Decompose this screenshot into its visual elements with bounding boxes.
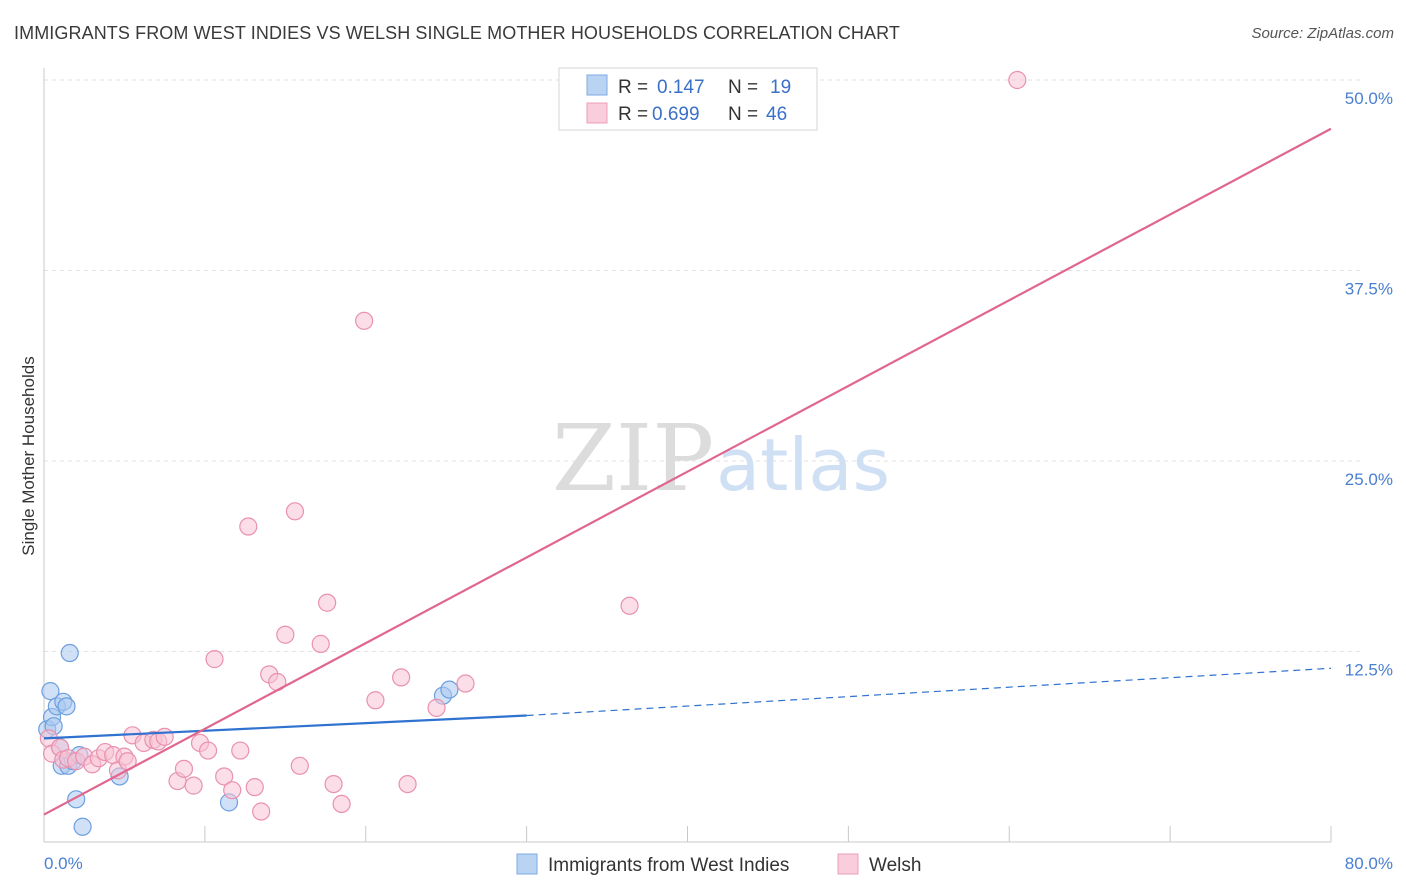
bottom-legend-label-welsh: Welsh <box>869 855 921 876</box>
welsh-point-40 <box>355 311 374 330</box>
gridlines <box>44 79 1361 652</box>
welsh-point-33 <box>276 625 295 644</box>
welsh-point-27 <box>231 741 250 760</box>
west-indies-point-18 <box>440 680 459 699</box>
bottom-legend-swatch-welsh <box>837 853 859 875</box>
legend-n-label-2: N = <box>728 104 758 125</box>
legend-r-value-2: 0.699 <box>652 104 700 125</box>
west-indies-point-8 <box>57 697 76 716</box>
west-indies-point-14 <box>73 817 92 836</box>
legend: R = 0.147 N = 19 R = 0.699 N = 46 <box>558 67 818 131</box>
welsh-point-34 <box>285 502 305 521</box>
y-tick-labels: 12.5% 25.0% 37.5% 50.0% <box>1345 89 1393 680</box>
west-indies-trend-line <box>43 714 527 740</box>
legend-n-label-1: N = <box>728 77 758 98</box>
y-tick-label-1: 25.0% <box>1345 470 1393 489</box>
bottom-legend-swatch-west-indies <box>516 853 538 875</box>
legend-n-value-1: 19 <box>770 77 791 98</box>
welsh-point-23 <box>198 741 218 760</box>
watermark-atlas: atlas <box>716 423 890 507</box>
welsh-point-18 <box>155 727 174 746</box>
legend-r-label-1: R = <box>618 77 648 98</box>
y-tick-label-0: 12.5% <box>1345 661 1393 680</box>
welsh-point-39 <box>332 794 351 814</box>
chart-source: Source: ZipAtlas.com <box>1251 25 1394 42</box>
x-tick-label-min: 0.0% <box>44 854 83 873</box>
x-tick-marks <box>204 826 1332 842</box>
trend-lines <box>43 127 1332 816</box>
welsh-point-30 <box>252 802 271 821</box>
y-tick-label-2: 37.5% <box>1345 280 1393 299</box>
welsh-point-26 <box>223 781 242 800</box>
west-indies-point-10 <box>60 643 79 663</box>
welsh-point-41 <box>366 691 385 710</box>
welsh-point-45 <box>456 674 475 693</box>
welsh-point-20 <box>174 759 194 778</box>
watermark-zip: ZIP <box>552 405 714 512</box>
welsh-point-25 <box>215 767 234 786</box>
welsh-trend-line <box>43 127 1332 816</box>
west-indies-point-1 <box>41 682 60 701</box>
welsh-point-21 <box>184 776 203 795</box>
legend-r-label-2: R = <box>618 104 648 125</box>
chart-title: IMMIGRANTS FROM WEST INDIES VS WELSH SIN… <box>14 23 900 43</box>
x-tick-label-max: 80.0% <box>1345 854 1393 873</box>
welsh-point-43 <box>398 774 417 794</box>
welsh-point-38 <box>324 774 343 794</box>
welsh-point-42 <box>392 668 411 687</box>
y-axis-label: Single Mother Households <box>19 356 38 555</box>
legend-n-value-2: 46 <box>766 104 787 125</box>
welsh-point-37 <box>318 593 337 612</box>
welsh-point-44 <box>427 698 446 717</box>
y-tick-label-3: 50.0% <box>1345 89 1393 108</box>
welsh-point-46 <box>620 596 639 615</box>
welsh-point-47 <box>1008 70 1027 90</box>
west-indies-trend-extension <box>526 667 1332 717</box>
welsh-point-24 <box>205 650 224 669</box>
welsh-point-35 <box>290 756 309 775</box>
legend-r-value-1: 0.147 <box>657 77 705 98</box>
welsh-point-36 <box>311 634 330 653</box>
bottom-legend: Immigrants from West Indies Welsh <box>516 853 921 876</box>
welsh-point-29 <box>245 778 264 797</box>
legend-swatch-welsh <box>586 102 608 124</box>
bottom-legend-label-west-indies: Immigrants from West Indies <box>548 855 789 876</box>
legend-swatch-west-indies <box>586 74 608 96</box>
welsh-point-28 <box>239 517 258 536</box>
